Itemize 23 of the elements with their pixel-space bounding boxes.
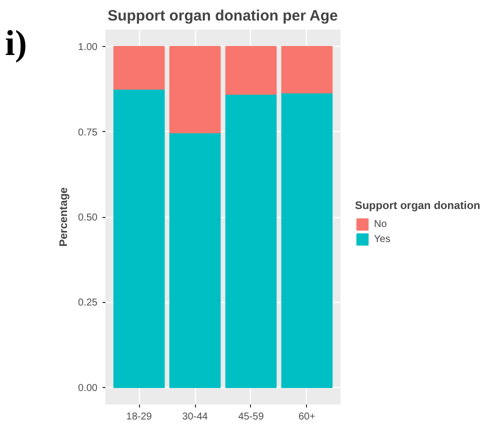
bar (113, 88, 165, 388)
bar (169, 132, 221, 388)
text: i) (5, 22, 27, 65)
chart-title: Support organ donation per Age (108, 8, 338, 24)
y-tick-label: 0.00 (78, 382, 98, 394)
x-tick-label: 30-44 (182, 412, 208, 422)
y-tick-label: 0.75 (78, 127, 98, 138)
bar (225, 46, 277, 95)
bar (113, 46, 165, 90)
legend-label: No (374, 218, 388, 231)
legend-label: Yes (374, 232, 392, 246)
x-tick-label: 45-59 (238, 412, 264, 422)
x-tick-label: 60+ (298, 412, 316, 422)
y-tick-label: 1.00 (78, 42, 98, 54)
bar (281, 92, 333, 388)
y-axis-title: Percentage (58, 187, 70, 247)
y-tick-label: 0.50 (78, 212, 98, 224)
legend-title: Support organ donation (355, 200, 480, 212)
bar (225, 94, 277, 388)
x-tick-label: 18-29 (126, 412, 152, 422)
bar (281, 46, 333, 94)
y-tick-label: 0.25 (78, 298, 98, 309)
bar (169, 46, 221, 134)
